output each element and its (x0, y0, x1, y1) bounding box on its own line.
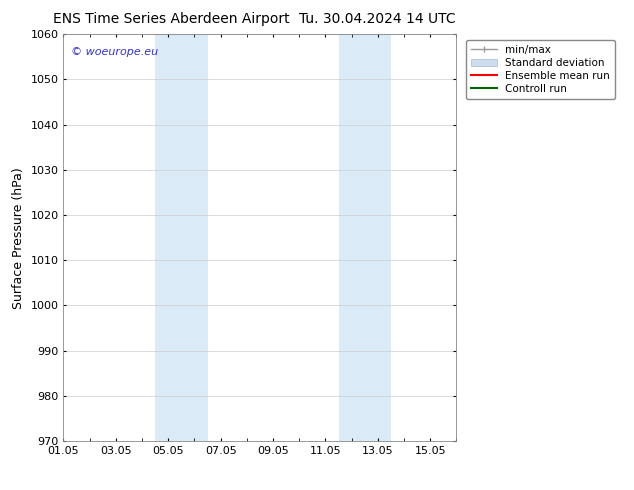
Bar (155, 34, 207, 441)
Text: Tu. 30.04.2024 14 UTC: Tu. 30.04.2024 14 UTC (299, 12, 456, 26)
Y-axis label: Surface Pressure (hPa): Surface Pressure (hPa) (12, 167, 25, 309)
Bar (339, 34, 391, 441)
Legend: min/max, Standard deviation, Ensemble mean run, Controll run: min/max, Standard deviation, Ensemble me… (465, 40, 615, 99)
Text: ENS Time Series Aberdeen Airport: ENS Time Series Aberdeen Airport (53, 12, 290, 26)
Text: © woeurope.eu: © woeurope.eu (71, 47, 158, 56)
